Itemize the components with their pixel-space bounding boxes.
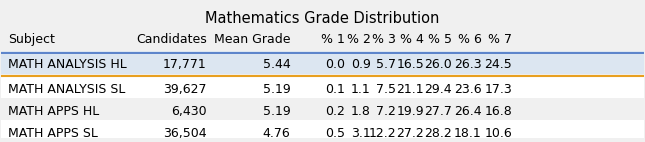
Text: 21.1: 21.1 [396, 83, 424, 96]
Text: 5.19: 5.19 [263, 105, 290, 118]
Text: % 6: % 6 [458, 33, 482, 46]
Text: % 5: % 5 [428, 33, 452, 46]
Text: 10.6: 10.6 [484, 127, 512, 139]
Text: MATH APPS SL: MATH APPS SL [8, 127, 97, 139]
Text: 0.1: 0.1 [325, 83, 345, 96]
Text: 1.1: 1.1 [351, 83, 371, 96]
FancyBboxPatch shape [1, 120, 644, 142]
Text: 0.2: 0.2 [325, 105, 345, 118]
Text: 0.5: 0.5 [325, 127, 345, 139]
FancyBboxPatch shape [1, 76, 644, 99]
Text: 16.8: 16.8 [484, 105, 512, 118]
Text: 24.5: 24.5 [484, 58, 512, 71]
Text: 27.2: 27.2 [396, 127, 424, 139]
Text: 7.2: 7.2 [377, 105, 397, 118]
Text: 28.2: 28.2 [424, 127, 452, 139]
Text: 1.8: 1.8 [351, 105, 371, 118]
Text: 26.4: 26.4 [454, 105, 482, 118]
Text: 29.4: 29.4 [424, 83, 452, 96]
Text: % 4: % 4 [400, 33, 424, 46]
Text: 17.3: 17.3 [484, 83, 512, 96]
Text: % 3: % 3 [372, 33, 397, 46]
Text: Mathematics Grade Distribution: Mathematics Grade Distribution [205, 11, 440, 26]
Text: 26.0: 26.0 [424, 58, 452, 71]
Text: 5.7: 5.7 [376, 58, 397, 71]
Text: 5.44: 5.44 [263, 58, 290, 71]
Text: 26.3: 26.3 [454, 58, 482, 71]
Text: % 1: % 1 [321, 33, 345, 46]
Text: Mean Grade: Mean Grade [214, 33, 290, 46]
Text: 18.1: 18.1 [454, 127, 482, 139]
Text: 6,430: 6,430 [172, 105, 207, 118]
Text: 39,627: 39,627 [163, 83, 207, 96]
Text: Subject: Subject [8, 33, 55, 46]
Text: 3.1: 3.1 [351, 127, 371, 139]
Text: 27.7: 27.7 [424, 105, 452, 118]
Text: 0.0: 0.0 [325, 58, 345, 71]
Text: Candidates: Candidates [136, 33, 207, 46]
Text: 0.9: 0.9 [351, 58, 371, 71]
Text: 7.5: 7.5 [376, 83, 397, 96]
Text: 5.19: 5.19 [263, 83, 290, 96]
Text: 17,771: 17,771 [163, 58, 207, 71]
Text: MATH APPS HL: MATH APPS HL [8, 105, 99, 118]
FancyBboxPatch shape [1, 51, 644, 74]
Text: % 7: % 7 [488, 33, 512, 46]
Text: MATH ANALYSIS SL: MATH ANALYSIS SL [8, 83, 125, 96]
FancyBboxPatch shape [1, 98, 644, 121]
Text: 19.9: 19.9 [396, 105, 424, 118]
Text: % 2: % 2 [347, 33, 371, 46]
Text: 12.2: 12.2 [369, 127, 397, 139]
Text: MATH ANALYSIS HL: MATH ANALYSIS HL [8, 58, 126, 71]
Text: 23.6: 23.6 [454, 83, 482, 96]
Text: 36,504: 36,504 [163, 127, 207, 139]
Text: 16.5: 16.5 [396, 58, 424, 71]
Text: 4.76: 4.76 [263, 127, 290, 139]
